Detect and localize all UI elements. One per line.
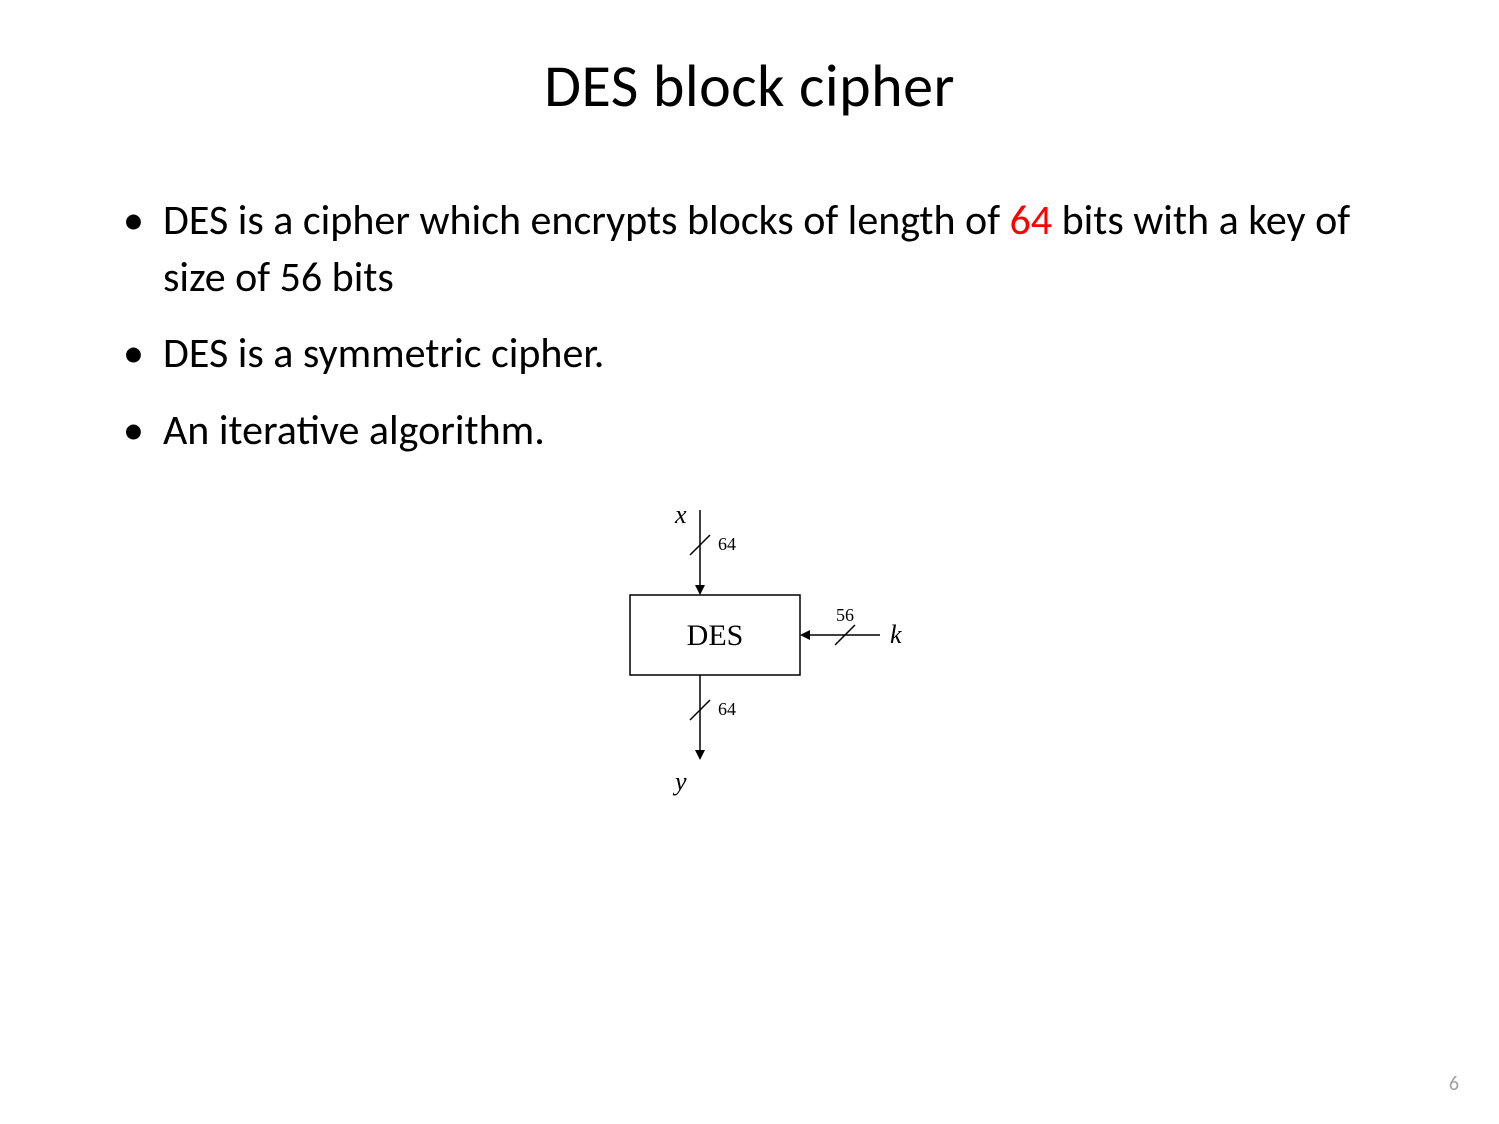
- bullet-1-prefix: DES is a cipher which encrypts blocks of…: [163, 195, 1010, 246]
- output-arrow-head: [695, 750, 705, 760]
- bullet-item-2: DES is a symmetric cipher.: [115, 326, 1384, 383]
- output-bits-label: 64: [718, 699, 736, 719]
- slide-title: DES block cipher: [115, 50, 1384, 123]
- bullet-list: DES is a cipher which encrypts blocks of…: [115, 193, 1384, 460]
- input-bits-label: 64: [718, 534, 736, 554]
- slide-container: DES block cipher DES is a cipher which e…: [0, 0, 1499, 1124]
- key-label: k: [890, 620, 902, 649]
- bullet-1-highlight: 64: [1010, 195, 1053, 246]
- key-bits-label: 56: [836, 605, 854, 625]
- diagram-svg: x 64 DES 56 k: [550, 495, 950, 805]
- output-label: y: [672, 767, 687, 796]
- input-label: x: [674, 500, 687, 529]
- key-arrow-head: [800, 630, 810, 640]
- input-arrow-head: [695, 585, 705, 595]
- diagram-container: x 64 DES 56 k: [115, 495, 1384, 805]
- bullet-item-1: DES is a cipher which encrypts blocks of…: [115, 193, 1384, 306]
- bullet-item-3: An iterative algorithm.: [115, 403, 1384, 460]
- des-diagram: x 64 DES 56 k: [550, 495, 950, 805]
- des-box-label: DES: [686, 619, 743, 652]
- page-number: 6: [1449, 1072, 1459, 1096]
